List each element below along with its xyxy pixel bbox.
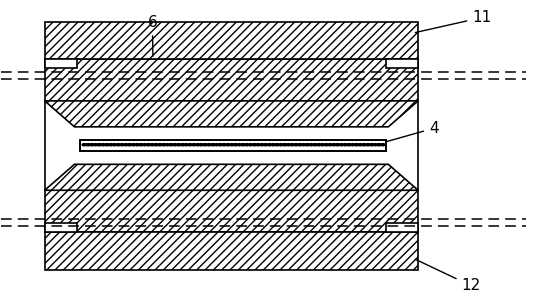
Circle shape bbox=[188, 144, 192, 146]
Circle shape bbox=[192, 144, 196, 146]
Bar bbox=[45, 223, 77, 232]
Circle shape bbox=[230, 144, 234, 146]
Bar bbox=[45, 190, 418, 232]
Circle shape bbox=[362, 144, 366, 146]
Text: 12: 12 bbox=[415, 259, 481, 293]
Circle shape bbox=[158, 144, 162, 146]
Text: 11: 11 bbox=[416, 10, 491, 32]
Circle shape bbox=[101, 144, 105, 146]
Circle shape bbox=[233, 144, 238, 146]
Bar bbox=[45, 22, 418, 59]
Circle shape bbox=[86, 144, 90, 146]
Bar bbox=[45, 101, 418, 190]
Circle shape bbox=[260, 144, 264, 146]
Circle shape bbox=[173, 144, 177, 146]
Circle shape bbox=[97, 144, 101, 146]
Circle shape bbox=[123, 144, 128, 146]
Circle shape bbox=[207, 144, 211, 146]
Polygon shape bbox=[45, 101, 418, 127]
Circle shape bbox=[131, 144, 135, 146]
Circle shape bbox=[252, 144, 256, 146]
Circle shape bbox=[177, 144, 181, 146]
Circle shape bbox=[369, 144, 374, 146]
Circle shape bbox=[290, 144, 294, 146]
Circle shape bbox=[249, 144, 252, 146]
Circle shape bbox=[222, 144, 226, 146]
Circle shape bbox=[135, 144, 139, 146]
Circle shape bbox=[241, 144, 245, 146]
Circle shape bbox=[105, 144, 109, 146]
Circle shape bbox=[347, 144, 351, 146]
Circle shape bbox=[286, 144, 290, 146]
Circle shape bbox=[150, 144, 154, 146]
Bar bbox=[386, 59, 418, 68]
Bar bbox=[80, 140, 386, 151]
Circle shape bbox=[313, 144, 317, 146]
Circle shape bbox=[268, 144, 271, 146]
Circle shape bbox=[211, 144, 215, 146]
Circle shape bbox=[294, 144, 298, 146]
Circle shape bbox=[279, 144, 283, 146]
Circle shape bbox=[181, 144, 184, 146]
Circle shape bbox=[320, 144, 325, 146]
Circle shape bbox=[113, 144, 116, 146]
Circle shape bbox=[245, 144, 249, 146]
Circle shape bbox=[237, 144, 242, 146]
Circle shape bbox=[298, 144, 302, 146]
Circle shape bbox=[139, 144, 143, 146]
Circle shape bbox=[196, 144, 200, 146]
Circle shape bbox=[165, 144, 169, 146]
Circle shape bbox=[218, 144, 222, 146]
Bar bbox=[45, 59, 418, 101]
Circle shape bbox=[381, 144, 385, 146]
Circle shape bbox=[309, 144, 313, 146]
Circle shape bbox=[358, 144, 362, 146]
Circle shape bbox=[109, 144, 113, 146]
Bar bbox=[45, 232, 418, 270]
Bar bbox=[45, 59, 77, 68]
Polygon shape bbox=[45, 164, 418, 190]
Circle shape bbox=[264, 144, 268, 146]
Circle shape bbox=[199, 144, 203, 146]
Circle shape bbox=[377, 144, 381, 146]
Circle shape bbox=[184, 144, 188, 146]
Circle shape bbox=[226, 144, 230, 146]
Circle shape bbox=[282, 144, 287, 146]
Circle shape bbox=[154, 144, 158, 146]
Circle shape bbox=[305, 144, 310, 146]
Bar bbox=[386, 223, 418, 232]
Circle shape bbox=[339, 144, 343, 146]
Circle shape bbox=[127, 144, 132, 146]
Circle shape bbox=[169, 144, 173, 146]
Circle shape bbox=[301, 144, 306, 146]
Text: 4: 4 bbox=[380, 121, 438, 143]
Circle shape bbox=[328, 144, 332, 146]
Circle shape bbox=[275, 144, 279, 146]
Circle shape bbox=[116, 144, 120, 146]
Circle shape bbox=[355, 144, 358, 146]
Circle shape bbox=[271, 144, 275, 146]
Circle shape bbox=[317, 144, 321, 146]
Circle shape bbox=[351, 144, 355, 146]
Circle shape bbox=[82, 144, 86, 146]
Circle shape bbox=[90, 144, 94, 146]
Circle shape bbox=[94, 144, 97, 146]
Circle shape bbox=[332, 144, 336, 146]
Circle shape bbox=[143, 144, 147, 146]
Circle shape bbox=[343, 144, 347, 146]
Circle shape bbox=[146, 144, 151, 146]
Circle shape bbox=[214, 144, 219, 146]
Circle shape bbox=[324, 144, 328, 146]
Circle shape bbox=[336, 144, 339, 146]
Circle shape bbox=[203, 144, 207, 146]
Circle shape bbox=[366, 144, 370, 146]
Circle shape bbox=[162, 144, 166, 146]
Circle shape bbox=[120, 144, 124, 146]
Circle shape bbox=[373, 144, 378, 146]
Text: 6: 6 bbox=[147, 15, 157, 56]
Circle shape bbox=[256, 144, 260, 146]
